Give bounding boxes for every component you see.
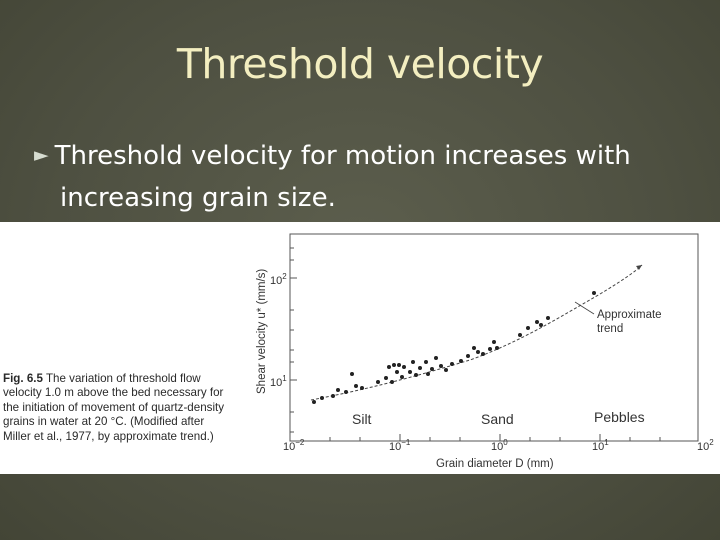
x-axis-title: Grain diameter D (mm) xyxy=(436,458,554,470)
bullet-line-1: ► Threshold velocity for motion increases… xyxy=(34,134,714,177)
trend-leader xyxy=(574,301,595,315)
y-ticks xyxy=(290,247,297,433)
caption-label: Fig. 6.5 xyxy=(3,372,43,385)
caption-text: The variation of threshold flow velocity… xyxy=(3,372,225,443)
class-label-silt: Silt xyxy=(352,411,372,427)
x-tick-label: 10−2 xyxy=(283,438,305,453)
class-label-pebbles: Pebbles xyxy=(594,409,645,425)
plot-frame xyxy=(289,233,699,442)
bullet-line-2: increasing grain size. xyxy=(60,183,336,213)
figure-caption: Fig. 6.5 The variation of threshold flow… xyxy=(3,372,228,444)
y-tick-labels: 101 102 xyxy=(270,272,287,389)
x-tick-labels: 10−2 10−1 100 101 102 xyxy=(283,438,714,453)
x-tick-label: 10−1 xyxy=(389,438,411,453)
bullet-arrow-icon: ► xyxy=(34,144,49,166)
class-label-sand: Sand xyxy=(481,411,514,427)
trend-arrow-icon xyxy=(636,265,642,270)
x-tick-label: 100 xyxy=(491,438,508,453)
trend-line xyxy=(310,264,643,401)
x-tick-label: 101 xyxy=(592,438,609,453)
y-tick-label: 101 xyxy=(270,374,287,389)
data-points xyxy=(312,291,596,404)
bullet-text-1: Threshold velocity for motion increases … xyxy=(54,141,631,171)
y-tick-label: 102 xyxy=(270,272,287,287)
x-tick-label: 102 xyxy=(697,438,714,453)
y-axis-title: Shear velocity u* (mm/s) xyxy=(256,269,268,394)
slide-title: Threshold velocity xyxy=(176,40,544,88)
figure-panel: Fig. 6.5 The variation of threshold flow… xyxy=(0,222,720,474)
bullet-point: ► Threshold velocity for motion increases… xyxy=(34,134,714,219)
graph: 10−2 10−1 100 101 102 101 102 Grain diam… xyxy=(256,233,714,470)
trend-label-2: trend xyxy=(597,323,623,335)
grain-class-labels: Silt Sand Pebbles xyxy=(352,409,645,427)
x-ticks xyxy=(329,434,661,441)
trend-label-1: Approximate xyxy=(597,309,662,321)
